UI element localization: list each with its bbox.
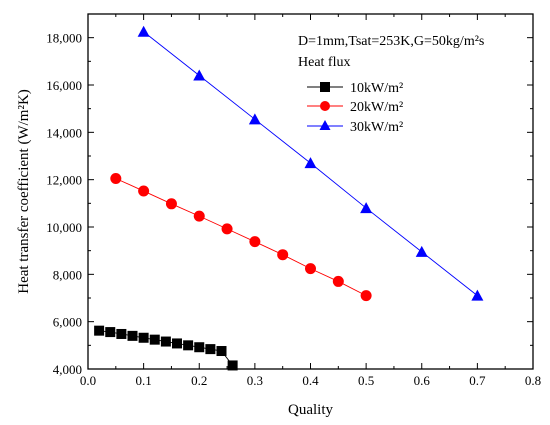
- series-3: [137, 25, 484, 301]
- data-point: [415, 245, 428, 257]
- data-point: [138, 332, 149, 343]
- data-point: [138, 185, 150, 197]
- legend-title: Heat flux: [298, 55, 350, 70]
- data-point: [105, 327, 116, 338]
- data-point: [193, 69, 206, 81]
- legend-label-series-3: 30kW/m²: [350, 120, 403, 135]
- series-layer: [94, 25, 484, 371]
- legend-label-series-1: 10kW/m²: [350, 81, 403, 96]
- x-tick-label: 0.5: [358, 373, 374, 388]
- data-point: [216, 346, 227, 357]
- data-point: [227, 360, 238, 371]
- x-tick-label: 0.8: [525, 373, 541, 388]
- data-point: [149, 334, 160, 345]
- y-axis-label: Heat transfer coefficient (W/m²K): [16, 89, 32, 294]
- data-point: [360, 290, 372, 302]
- x-tick-label: 0.7: [469, 373, 486, 388]
- x-tick-label: 0.4: [302, 373, 319, 388]
- data-point: [305, 263, 316, 275]
- x-tick-label: 0.1: [136, 373, 152, 388]
- legend-label-series-2: 20kW/m²: [350, 100, 403, 115]
- y-tick-label: 4,000: [53, 362, 82, 377]
- ticks: 0.0 0.1 0.2 0.3 0.4 0.5 0.6 0.7 0.8 4,000 6,000 8,0…: [46, 13, 541, 388]
- x-tick-label: 0.0: [80, 373, 96, 388]
- legend-marker-series-1: [320, 82, 330, 92]
- data-point: [248, 113, 261, 125]
- data-point: [160, 336, 171, 347]
- data-point: [221, 223, 233, 235]
- data-point: [249, 236, 261, 248]
- x-tick-label: 0.3: [247, 373, 263, 388]
- data-point: [193, 210, 205, 222]
- data-point: [194, 342, 205, 353]
- y-tick-label: 6,000: [53, 315, 82, 330]
- y-tick-label: 18,000: [46, 31, 82, 46]
- legend: 10kW/m² 20kW/m² 30kW/m²: [307, 81, 403, 135]
- y-tick-label: 14,000: [46, 125, 82, 140]
- series-1: [94, 325, 238, 371]
- data-point: [110, 172, 122, 184]
- data-point: [205, 344, 216, 355]
- y-tick-label: 16,000: [46, 78, 82, 93]
- data-point: [471, 289, 484, 301]
- data-point: [127, 330, 138, 341]
- data-point: [172, 338, 182, 349]
- condition-annotation: D=1mm,Tsat=253K,G=50kg/m²s: [298, 34, 484, 49]
- data-point: [183, 340, 194, 351]
- data-point: [304, 157, 317, 169]
- x-tick-label: 0.6: [414, 373, 431, 388]
- data-point: [360, 202, 373, 214]
- x-tick-label: 0.2: [191, 373, 207, 388]
- y-tick-label: 12,000: [46, 173, 82, 188]
- y-tick-label: 10,000: [46, 220, 82, 235]
- data-point: [116, 328, 127, 339]
- data-point: [277, 249, 289, 261]
- data-point: [137, 25, 150, 37]
- legend-marker-series-3: [319, 120, 331, 130]
- data-point: [165, 198, 177, 210]
- legend-marker-series-2: [320, 101, 330, 111]
- series-line: [115, 178, 367, 297]
- data-point: [94, 325, 105, 336]
- x-axis-label: Quality: [288, 402, 333, 418]
- y-tick-label: 8,000: [53, 267, 82, 282]
- series-2: [110, 172, 372, 302]
- data-point: [332, 275, 344, 287]
